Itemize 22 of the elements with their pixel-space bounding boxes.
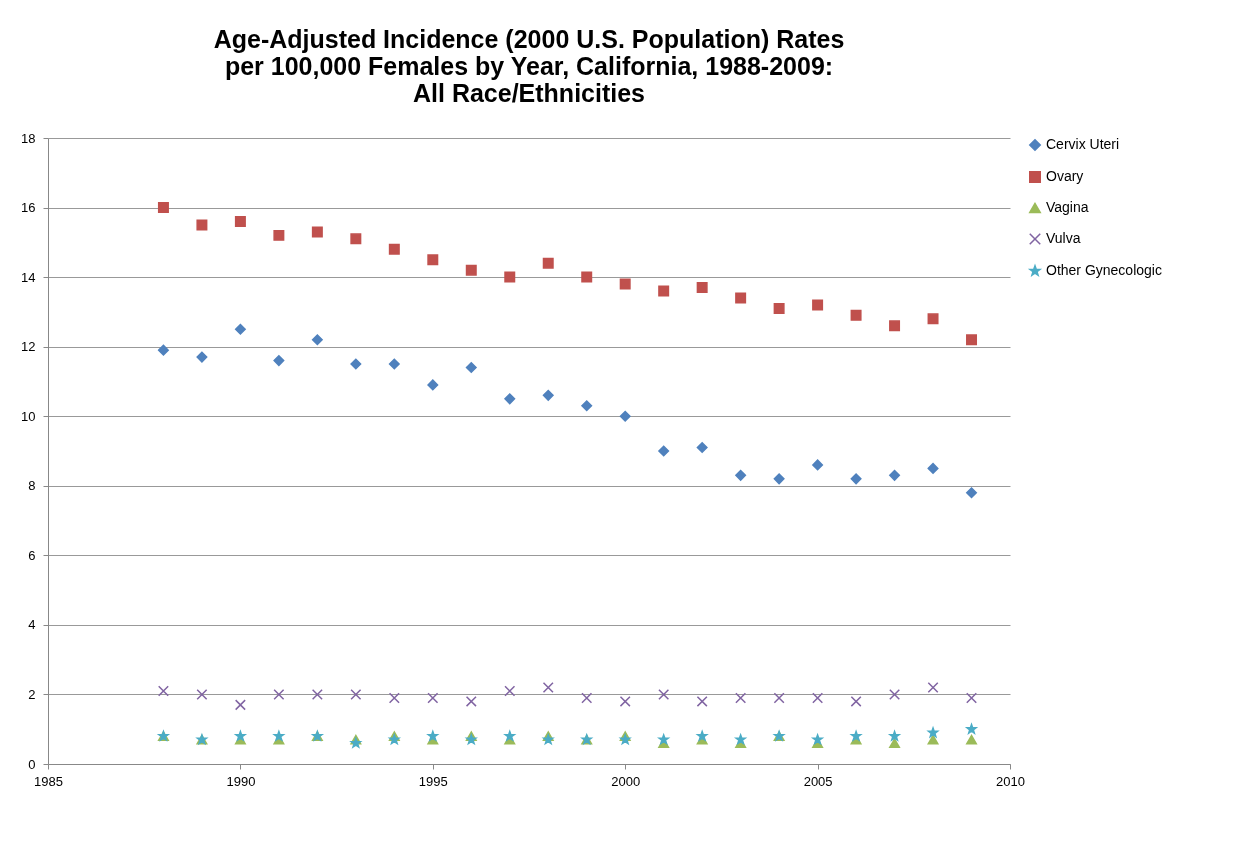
legend-label: Vulva [1046,230,1081,246]
x-tick-label: 2010 [996,773,1025,789]
legend-label: Cervix Uteri [1046,136,1120,152]
x-tick-label: 2005 [803,773,833,789]
y-tick-label: 6 [28,547,36,563]
y-tick-label: 16 [21,200,36,216]
x-tick-label: 2000 [611,773,641,789]
y-tick-label: 18 [21,130,36,146]
y-tick-label: 10 [21,408,36,424]
y-tick-label: 12 [21,339,36,355]
chart-title: Age-Adjusted Incidence (2000 U.S. Population) Rates per 100,000 Females by Year, California, 1988-2009: All Race/Ethnicities [213,25,845,107]
y-tick-label: 0 [28,756,36,772]
x-tick-label: 1990 [226,773,256,789]
x-tick-label: 1985 [34,773,63,789]
legend-label: Vagina [1046,199,1089,215]
y-tick-label: 2 [28,686,36,702]
legend-label: Ovary [1046,168,1084,184]
y-tick-label: 14 [21,269,36,285]
y-tick-label: 4 [28,617,36,633]
x-tick-label: 1995 [418,773,448,789]
y-tick-label: 8 [28,478,36,494]
legend-label: Other Gynecologic [1046,262,1162,278]
